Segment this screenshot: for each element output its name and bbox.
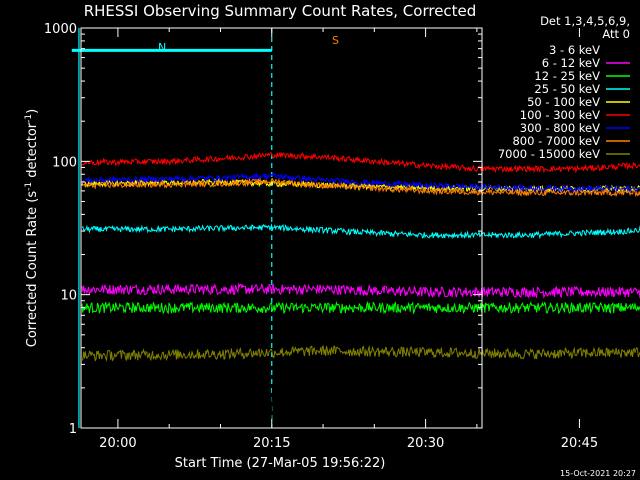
series-line-8-seg-0 [81, 345, 640, 362]
legend-label-2: 12 - 25 keV [534, 69, 600, 83]
legend-label-0: 3 - 6 keV [549, 43, 600, 57]
axes: 20:0020:1520:3020:4521:0021:1521:3011010… [44, 22, 598, 451]
plot-frame [80, 27, 483, 429]
y-axis-label: Corrected Count Rate (s-1 detector-1) [24, 109, 40, 347]
x-tick-label-2: 20:30 [407, 436, 444, 451]
y-tick-label-0: 1 [69, 422, 77, 437]
y-tick-label-2: 100 [52, 155, 77, 170]
legend-label-6: 300 - 800 keV [520, 121, 600, 135]
series-lines [81, 152, 640, 429]
x-tick-label-3: 20:45 [561, 436, 598, 451]
series-line-5-seg-0 [81, 152, 640, 174]
y-tick-label-1: 10 [60, 289, 77, 304]
series-line-7-seg-0 [81, 177, 640, 198]
legend-label-7: 800 - 7000 keV [512, 134, 600, 148]
series-line-0-seg-0 [81, 367, 640, 429]
legend-label-8: 7000 - 15000 keV [498, 147, 600, 161]
legend-label-4: 50 - 100 keV [527, 95, 600, 109]
legend-label-3: 25 - 50 keV [534, 82, 600, 96]
x-tick-label-1: 20:15 [253, 436, 290, 451]
legend-header-line-2: Att 0 [602, 27, 630, 41]
x-tick-label-0: 20:00 [99, 436, 136, 451]
series-line-6-seg-0 [81, 171, 640, 194]
x-axis-label: Start Time (27-Mar-05 19:56:22) [175, 456, 386, 471]
legend-label-5: 100 - 300 keV [520, 108, 600, 122]
marker-s-label: S [332, 34, 339, 47]
legend-label-1: 6 - 12 keV [542, 56, 600, 70]
series-line-1-seg-0 [81, 282, 640, 299]
legend-header-line-1: Det 1,3,4,5,6,9, [540, 14, 630, 28]
series-line-2-seg-0 [81, 300, 640, 315]
chart-title: RHESSI Observing Summary Count Rates, Co… [84, 2, 477, 20]
marker-n-label: N [158, 41, 166, 54]
footer-date: 15-Oct-2021 20:27 [560, 469, 636, 478]
y-tick-label-3: 1000 [44, 22, 77, 37]
series-line-3-seg-0 [81, 223, 640, 240]
